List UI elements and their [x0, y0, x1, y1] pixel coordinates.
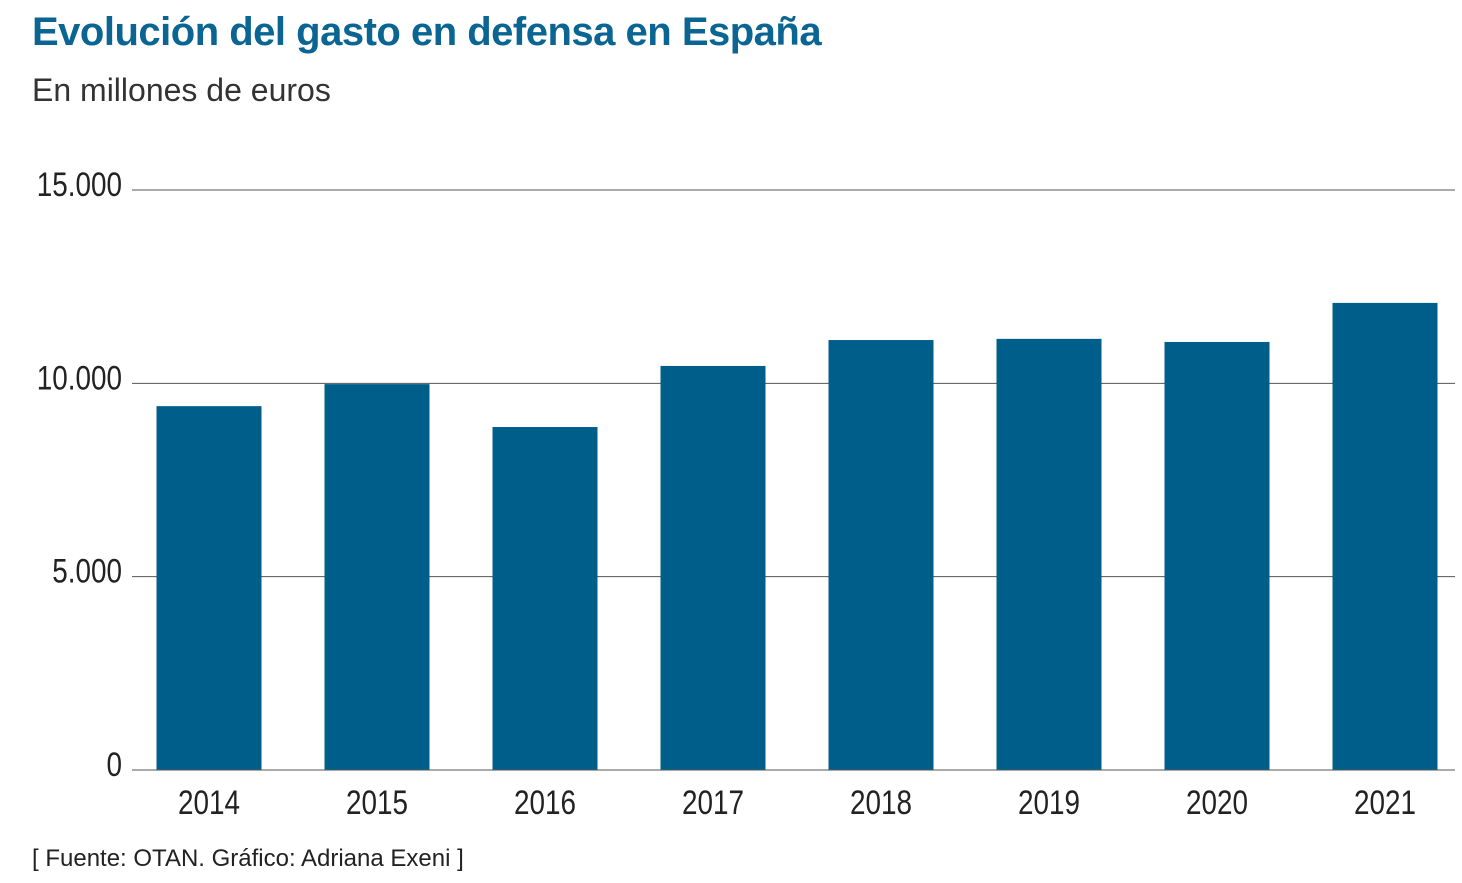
bar-2021	[1332, 302, 1438, 770]
bar-2017	[660, 365, 766, 770]
x-tick-label: 2020	[1186, 783, 1248, 821]
bar-2019	[996, 338, 1102, 770]
y-tick-label: 15.000	[37, 165, 122, 203]
bar-2020	[1164, 341, 1270, 770]
x-tick-label: 2018	[850, 783, 912, 821]
x-tick-label: 2021	[1354, 783, 1416, 821]
x-tick-label: 2016	[514, 783, 576, 821]
bar-2015	[324, 384, 430, 770]
bar-2018	[828, 340, 934, 770]
x-tick-label: 2019	[1018, 783, 1080, 821]
y-tick-label: 5.000	[52, 552, 122, 590]
bar-2014	[156, 406, 262, 770]
y-tick-label: 0	[106, 745, 122, 783]
source-note: [ Fuente: OTAN. Gráfico: Adriana Exeni ]	[32, 845, 464, 872]
x-tick-label: 2017	[682, 783, 744, 821]
chart-title: Evolución del gasto en defensa en España	[32, 10, 822, 54]
chart-subtitle: En millones de euros	[32, 72, 331, 108]
x-tick-label: 2015	[346, 783, 408, 821]
x-tick-label: 2014	[178, 783, 240, 821]
bar-2016	[492, 427, 598, 770]
y-tick-label: 10.000	[37, 359, 122, 397]
